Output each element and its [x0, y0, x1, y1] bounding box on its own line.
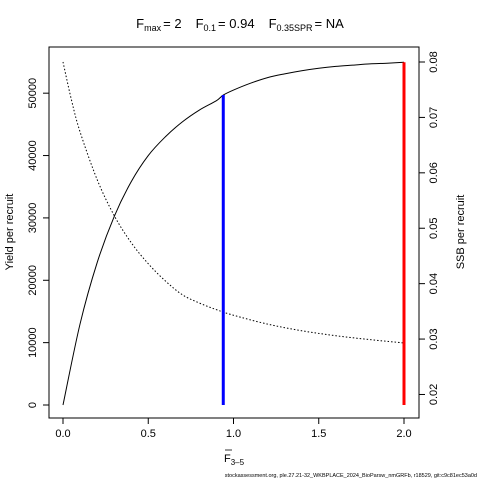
title-fspr-label: F	[269, 16, 277, 31]
title-f01-label: F	[196, 16, 204, 31]
chart-title: Fmax = 2 F0.1 = 0.94 F0.35SPR = NA	[136, 16, 344, 33]
x-axis-label-main: F	[224, 453, 231, 465]
title-fmax-value: = 2	[163, 16, 181, 31]
y-axis-label: Yield per recruit	[4, 194, 16, 271]
y-tick-label: 10000	[27, 327, 39, 358]
y2-axis: 0.02 0.03 0.04 0.05 0.06 0.07 0.08	[419, 51, 440, 405]
y-tick-label: 0	[27, 402, 39, 408]
ssb-per-recruit-line	[62, 61, 405, 344]
x-tick-label: 0.5	[141, 428, 156, 440]
y2-tick-label: 0.03	[428, 328, 440, 349]
y2-tick-label: 0.02	[428, 384, 440, 405]
y2-axis-label: SSB per recruit	[455, 195, 467, 270]
x-tick-label: 1.5	[311, 428, 326, 440]
title-f01-sub: 0.1	[204, 23, 217, 33]
title-f01-value: = 0.94	[218, 16, 255, 31]
y-tick-label: 50000	[27, 78, 39, 109]
title-fmax-label: F	[136, 16, 144, 31]
y2-tick-label: 0.07	[428, 107, 440, 128]
x-tick-label: 1.0	[226, 428, 241, 440]
y2-tick-label: 0.06	[428, 162, 440, 183]
x-axis-label: F3–5	[224, 453, 245, 467]
y2-tick-label: 0.04	[428, 273, 440, 294]
x-axis: 0.0 0.5 1.0 1.5 2.0	[55, 417, 412, 440]
yield-per-recruit-line	[62, 61, 405, 406]
title-fmax-sub: max	[144, 23, 162, 33]
y-axis: 0 10000 20000 30000 40000 50000	[27, 78, 49, 408]
y2-tick-label: 0.05	[428, 218, 440, 239]
title-fspr-sub: 0.35SPR	[277, 23, 314, 33]
x-tick-label: 0.0	[55, 428, 70, 440]
y-tick-label: 20000	[27, 265, 39, 296]
y-tick-label: 40000	[27, 140, 39, 171]
x-axis-label-sub: 3–5	[231, 458, 245, 467]
footer-note: stockassessment.org, ple.27.21-32_WKBPLA…	[225, 473, 477, 479]
y-tick-label: 30000	[27, 203, 39, 234]
plot-frame	[48, 46, 420, 419]
title-fspr-value: = NA	[315, 16, 345, 31]
y2-tick-label: 0.08	[428, 51, 440, 72]
x-tick-label: 2.0	[396, 428, 411, 440]
